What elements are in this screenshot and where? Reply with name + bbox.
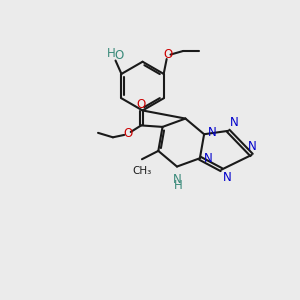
Text: N: N (223, 171, 232, 184)
Text: N: N (248, 140, 257, 153)
Text: H: H (107, 47, 116, 61)
Text: O: O (136, 98, 146, 111)
Text: N: N (230, 116, 239, 129)
Text: N: N (172, 173, 182, 186)
Text: O: O (123, 127, 132, 140)
Text: N: N (208, 126, 217, 139)
Text: O: O (164, 48, 173, 61)
Text: N: N (204, 152, 213, 165)
Text: CH₃: CH₃ (132, 166, 152, 176)
Text: O: O (115, 49, 124, 62)
Text: H: H (174, 179, 183, 192)
